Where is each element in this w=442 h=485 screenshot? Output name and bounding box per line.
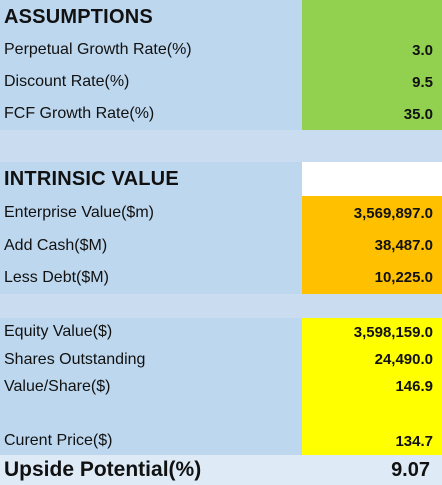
- empty-value-cell: [302, 400, 442, 427]
- intrinsic-header-row: INTRINSIC VALUE: [0, 162, 442, 196]
- fcf-growth-row: FCF Growth Rate(%) 35.0: [0, 98, 442, 130]
- add-cash-value[interactable]: 38,487.0: [302, 230, 442, 261]
- less-debt-label: Less Debt($M): [0, 261, 302, 294]
- current-price-row: Curent Price($) 134.7: [0, 427, 442, 455]
- equity-value-row: Equity Value($) 3,598,159.0: [0, 318, 442, 346]
- assumptions-header-cell: [302, 0, 442, 34]
- value-per-share-row: Value/Share($) 146.9: [0, 373, 442, 400]
- current-price-label: Curent Price($): [0, 427, 302, 455]
- equity-value-value: 3,598,159.0: [302, 318, 442, 346]
- discount-rate-value[interactable]: 9.5: [302, 66, 442, 98]
- intrinsic-header-cell: [302, 162, 442, 196]
- enterprise-value-value: 3,569,897.0: [302, 196, 442, 230]
- perpetual-growth-row: Perpetual Growth Rate(%) 3.0: [0, 34, 442, 66]
- upside-potential-label: Upside Potential(%): [0, 455, 302, 485]
- perpetual-growth-value[interactable]: 3.0: [302, 34, 442, 66]
- discount-rate-label: Discount Rate(%): [0, 66, 302, 98]
- add-cash-row: Add Cash($M) 38,487.0: [0, 230, 442, 261]
- separator-row-2: [0, 294, 442, 318]
- less-debt-value[interactable]: 10,225.0: [302, 261, 442, 294]
- enterprise-value-label: Enterprise Value($m): [0, 196, 302, 230]
- fcf-growth-value[interactable]: 35.0: [302, 98, 442, 130]
- discount-rate-row: Discount Rate(%) 9.5: [0, 66, 442, 98]
- upside-potential-row: Upside Potential(%) 9.07: [0, 455, 442, 485]
- fcf-growth-label: FCF Growth Rate(%): [0, 98, 302, 130]
- perpetual-growth-label: Perpetual Growth Rate(%): [0, 34, 302, 66]
- shares-outstanding-label: Shares Outstanding: [0, 346, 302, 373]
- empty-label-cell: [0, 400, 302, 427]
- value-per-share-label: Value/Share($): [0, 373, 302, 400]
- shares-outstanding-row: Shares Outstanding 24,490.0: [0, 346, 442, 373]
- shares-outstanding-value[interactable]: 24,490.0: [302, 346, 442, 373]
- upside-potential-value: 9.07: [302, 455, 442, 485]
- assumptions-title: ASSUMPTIONS: [0, 0, 302, 34]
- empty-row: [0, 400, 442, 427]
- enterprise-value-row: Enterprise Value($m) 3,569,897.0: [0, 196, 442, 230]
- equity-value-label: Equity Value($): [0, 318, 302, 346]
- current-price-value[interactable]: 134.7: [302, 427, 442, 455]
- value-per-share-value: 146.9: [302, 373, 442, 400]
- intrinsic-title: INTRINSIC VALUE: [0, 162, 302, 196]
- assumptions-header-row: ASSUMPTIONS: [0, 0, 442, 34]
- separator-row: [0, 130, 442, 162]
- add-cash-label: Add Cash($M): [0, 230, 302, 261]
- less-debt-row: Less Debt($M) 10,225.0: [0, 261, 442, 294]
